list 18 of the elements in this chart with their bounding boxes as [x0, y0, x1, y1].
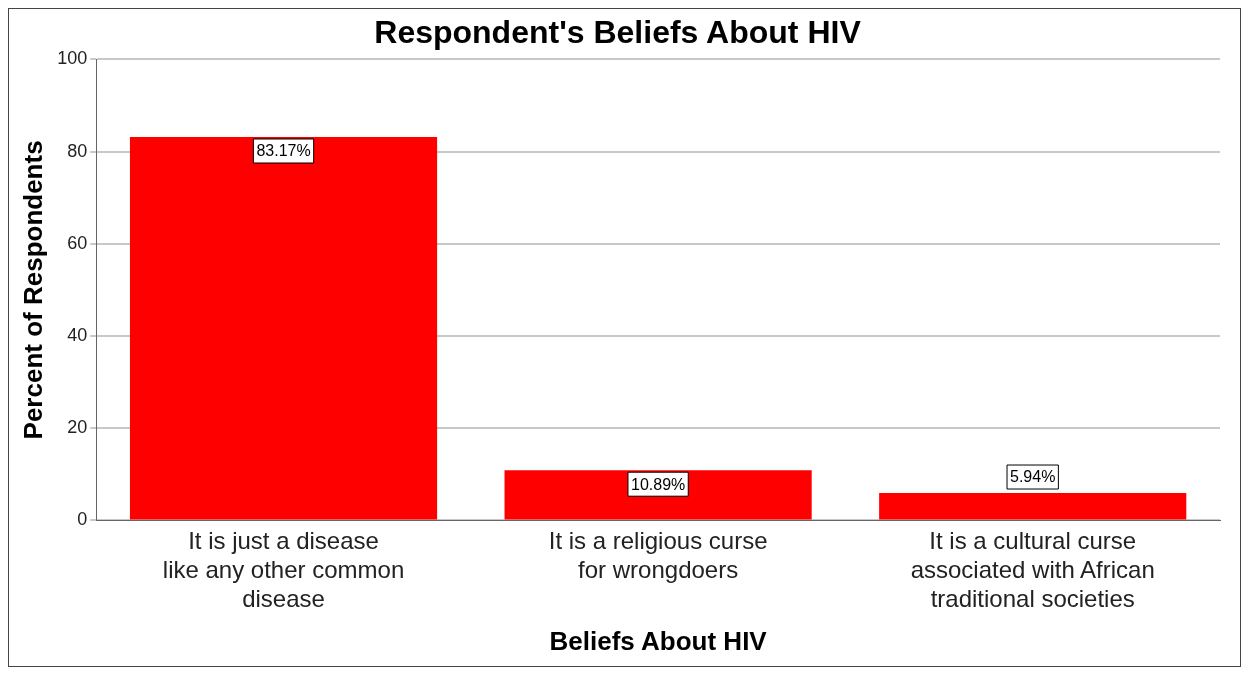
x-tick-label: It is just a disease like any other common disease [162, 527, 405, 613]
x-tick-label: It is a cultural curse associated with African traditional societies [910, 527, 1155, 613]
y-tick-label: 100 [57, 48, 88, 69]
y-tick-label: 20 [67, 417, 88, 438]
bar [129, 136, 438, 520]
y-tick-label: 0 [77, 509, 88, 530]
y-tick-label: 40 [67, 324, 88, 345]
data-label: 10.89% [630, 475, 686, 493]
data-label: 83.17% [256, 142, 311, 160]
data-label: 5.94% [1010, 468, 1056, 486]
chart-title: Respondent's Beliefs About HIV [374, 14, 862, 51]
bar [504, 470, 812, 520]
bar [879, 493, 1187, 520]
y-tick-label: 80 [67, 140, 88, 161]
x-tick-label: It is a religious curse for wrongdoers [548, 527, 768, 584]
y-axis-title: Percent of Respondents [17, 140, 48, 440]
y-tick-label: 60 [67, 232, 88, 253]
x-axis-title: Beliefs About HIV [549, 625, 768, 656]
